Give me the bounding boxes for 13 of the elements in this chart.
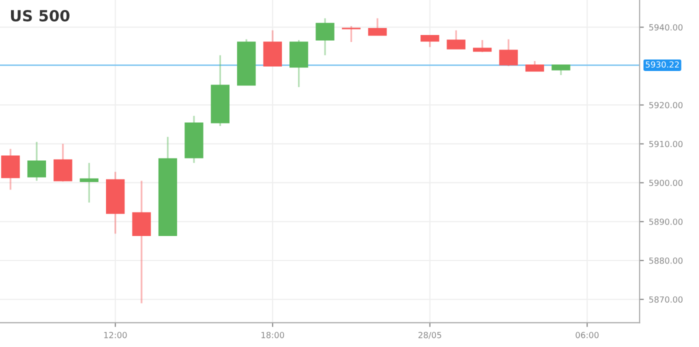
y-tick-label: 5900.00: [649, 180, 683, 186]
text: US 500: [10, 10, 70, 22]
y-tick-label: 5870.00: [649, 296, 683, 303]
x-tick-label: 28/05: [418, 332, 442, 339]
y-tick-label: 5940.00: [649, 24, 683, 30]
ref-line-label: 5930.22: [646, 61, 679, 68]
y-tick-label: 5920.00: [649, 102, 683, 108]
y-tick-label: 5880.00: [649, 257, 683, 264]
x-tick-label: 06:00: [576, 332, 599, 338]
y-tick-label: 5890.00: [649, 218, 683, 225]
y-tick-label: 5910.00: [649, 140, 683, 148]
x-tick-label: 12:00: [104, 332, 127, 338]
x-tick-label: 18:00: [262, 332, 284, 338]
